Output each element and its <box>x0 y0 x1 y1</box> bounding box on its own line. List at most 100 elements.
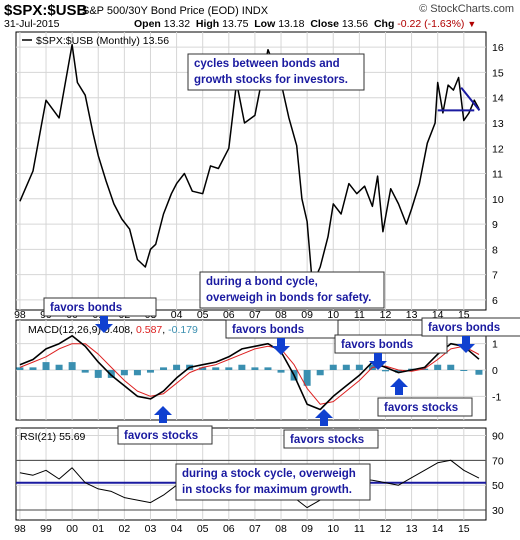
annotation-text-stock-cycle: during a stock cycle, overweigh <box>182 468 356 480</box>
macd-histogram-bar <box>160 367 168 370</box>
rsi-tick-label: 90 <box>492 430 504 442</box>
annotation-text-favors-bonds-3: favors bonds <box>341 339 413 351</box>
chg-value: -0.22 (-1.63%) <box>397 18 465 30</box>
x-tick-label-bottom: 15 <box>458 523 470 535</box>
annotation-box-bond-cycle <box>199 271 385 309</box>
x-tick-label-middle: 05 <box>197 309 209 321</box>
macd-legend-part: MACD(12,26,9) <box>28 324 104 336</box>
annotation-text-bond-cycle: during a bond cycle, <box>206 276 318 288</box>
x-tick-label-bottom: 09 <box>301 523 313 535</box>
macd-histogram-bar <box>421 368 429 370</box>
macd-histogram-bar <box>238 364 246 370</box>
macd-histogram-bar <box>199 367 207 370</box>
macd-histogram-bar <box>212 367 220 370</box>
x-tick-label-middle: 04 <box>171 309 183 321</box>
annotation-box-bonds-stocks-cycle <box>187 53 365 91</box>
annotation-box-favors-bonds-4 <box>421 317 520 337</box>
macd-tick-label: -1 <box>492 391 501 403</box>
favors-bonds-arrow-icon <box>369 353 387 370</box>
annotation-text-favors-stocks-3: favors stocks <box>384 402 458 414</box>
x-tick-label-middle: 15 <box>458 309 470 321</box>
price-legend: $SPX:$USB (Monthly) 13.56 <box>36 35 169 47</box>
price-tick-label: 13 <box>492 118 504 130</box>
rsi-panel: 30 50 70 90 RSI(21) 55.69 <box>15 427 504 521</box>
close-value: 13.56 <box>341 18 369 30</box>
open-label: Open <box>134 18 161 30</box>
macd-histogram-bar <box>460 370 468 371</box>
x-tick-label-bottom: 00 <box>66 523 78 535</box>
macd-legend-part: 0.408 <box>104 324 130 336</box>
rsi-tick-label: 50 <box>492 480 504 492</box>
macd-histogram-bar <box>277 370 285 373</box>
macd-histogram-bar <box>81 370 89 373</box>
macd-histogram-bar <box>55 364 63 370</box>
favors-bonds-arrow-icon <box>457 336 475 353</box>
price-tick-label: 12 <box>492 143 504 155</box>
price-tick-label: 10 <box>492 194 504 206</box>
x-tick-label-bottom: 03 <box>145 523 157 535</box>
macd-legend-part: , <box>130 324 136 336</box>
x-tick-label-middle: 10 <box>327 309 339 321</box>
x-tick-label-bottom: 98 <box>14 523 26 535</box>
favors-bonds-arrow-icon <box>95 316 113 333</box>
macd-histogram-bar <box>475 370 483 375</box>
trendline-2 <box>460 86 481 111</box>
annotation-box-favors-stocks-1 <box>117 425 213 445</box>
macd-signal-line <box>19 343 480 405</box>
annotation-text-favors-bonds-2: favors bonds <box>232 324 304 336</box>
x-tick-label-middle: 08 <box>275 309 287 321</box>
annotation-box-stock-cycle <box>175 463 371 501</box>
macd-histogram-bar <box>16 367 24 370</box>
x-tick-label-middle: 13 <box>406 309 418 321</box>
price-tick-label: 8 <box>492 244 498 256</box>
chg-down-icon: ▼ <box>467 19 477 29</box>
macd-histogram-bar <box>316 370 324 376</box>
annotation-text-favors-bonds-1: favors bonds <box>50 302 122 314</box>
price-tick-label: 14 <box>492 93 504 105</box>
x-tick-label-middle: 09 <box>301 309 313 321</box>
macd-histogram-bar <box>107 370 115 378</box>
macd-legend-part: -0.179 <box>168 324 198 336</box>
site-logo[interactable]: © StockCharts.com <box>419 3 514 15</box>
quote-date: 31-Jul-2015 <box>4 18 60 30</box>
favors-bonds-arrow-icon <box>272 338 290 355</box>
x-tick-label-middle: 12 <box>380 309 392 321</box>
macd-legend-part: 0.587 <box>136 324 162 336</box>
rsi-tick-label: 30 <box>492 505 504 517</box>
open-value: 13.32 <box>163 18 191 30</box>
price-tick-label: 7 <box>492 270 498 282</box>
x-tick-label-bottom: 11 <box>354 523 365 535</box>
annotation-box-favors-stocks-2 <box>283 429 379 449</box>
x-tick-label-bottom: 08 <box>275 523 287 535</box>
macd-histogram-bar <box>303 370 311 386</box>
x-tick-label-middle: 98 <box>14 309 26 321</box>
macd-histogram-bar <box>395 370 403 373</box>
annotations-layer: cycles between bonds and growth stocks fo… <box>43 53 520 501</box>
annotation-text-bonds-stocks-cycle: cycles between bonds and <box>194 58 340 70</box>
x-tick-label-bottom: 07 <box>249 523 261 535</box>
macd-tick-label: 1 <box>492 339 498 351</box>
x-tick-label-middle: 06 <box>223 309 235 321</box>
macd-histogram-bar <box>251 367 259 370</box>
macd-histogram-bar <box>342 364 350 370</box>
x-axis-bottom: 98 99 00 01 02 03 04 05 06 07 08 09 10 11 12 13 14 15 <box>14 523 470 535</box>
macd-histogram-bar <box>173 364 181 370</box>
annotation-text-favors-stocks-2: favors stocks <box>290 434 364 446</box>
macd-histogram-bar <box>29 367 37 370</box>
x-tick-label-middle: 11 <box>354 309 365 321</box>
x-tick-label-bottom: 13 <box>406 523 418 535</box>
price-tick-label: 9 <box>492 219 498 231</box>
chart-description: S&P 500/30Y Bond Price (EOD) INDX <box>82 5 269 17</box>
annotation-text-bond-cycle: overweigh in bonds for safety. <box>206 292 371 304</box>
macd-histogram-bar <box>42 362 50 370</box>
favors-stocks-arrow-icon <box>390 378 408 395</box>
high-label: High <box>195 18 220 30</box>
price-tick-label: 16 <box>492 42 504 54</box>
x-tick-label-bottom: 01 <box>92 523 104 535</box>
macd-legend-part: , <box>162 324 168 336</box>
price-tick-label: 11 <box>492 169 503 181</box>
x-tick-label-bottom: 99 <box>40 523 52 535</box>
rsi-legend: RSI(21) 55.69 <box>20 431 86 443</box>
